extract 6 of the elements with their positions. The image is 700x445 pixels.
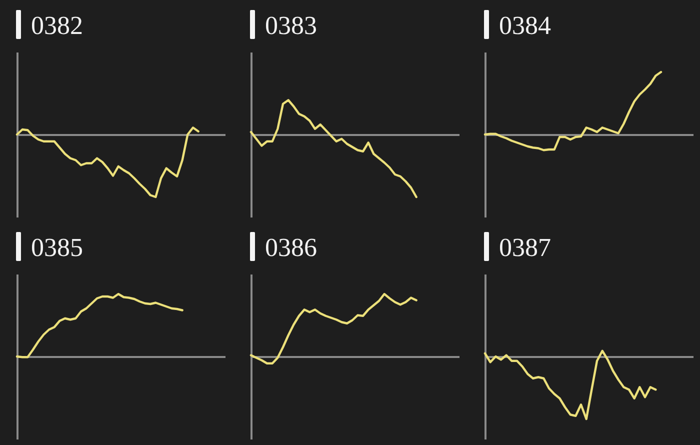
chart-title: 0384: [499, 11, 551, 40]
chart-title: 0385: [31, 233, 83, 262]
chart-title: 0382: [31, 11, 83, 40]
chart-title: 0386: [265, 233, 317, 262]
chart-title: 0387: [499, 233, 551, 262]
chart-title: 0383: [265, 11, 317, 40]
